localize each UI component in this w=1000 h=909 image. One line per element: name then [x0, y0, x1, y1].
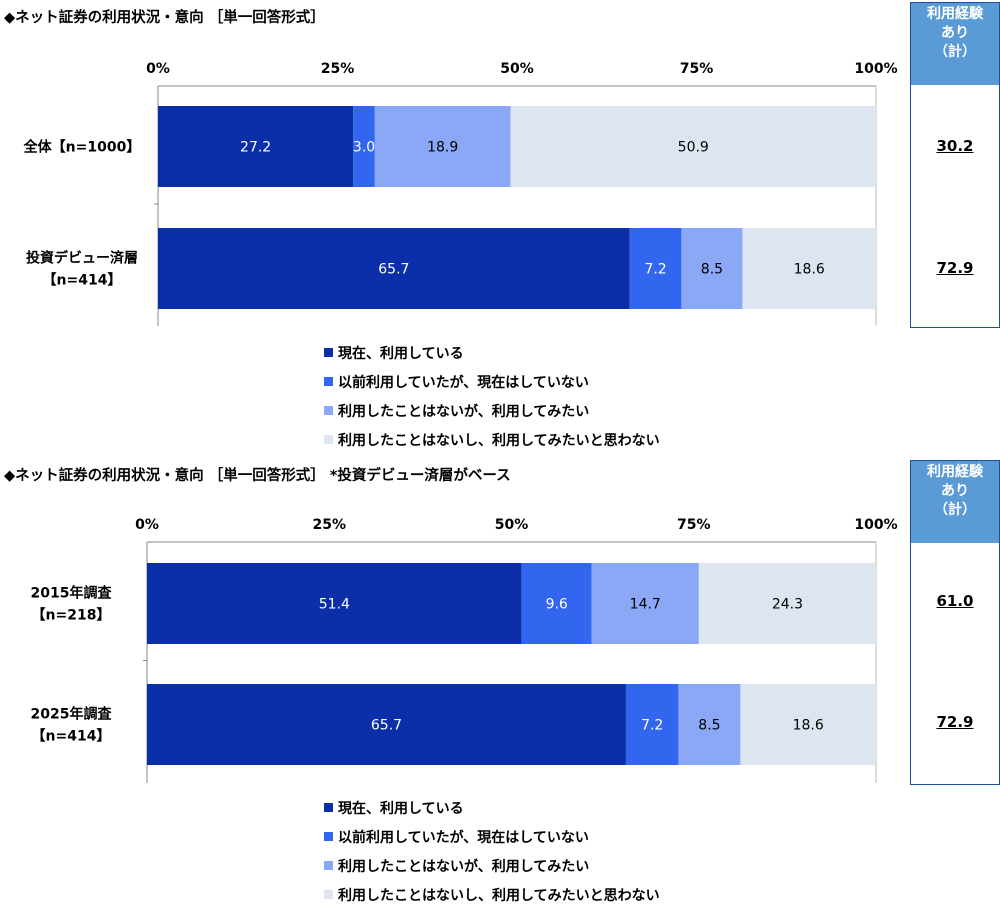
- data-label: 18.9: [427, 140, 458, 156]
- legend-label: 利用したことはないし、利用してみたいと思わない: [338, 432, 660, 449]
- bar-segment: [374, 106, 511, 187]
- category-label: 2025年調査: [31, 706, 113, 723]
- data-label: 65.7: [378, 262, 409, 278]
- bar-segment: [681, 228, 743, 309]
- bar-segment: [158, 228, 630, 309]
- legend-swatch: [324, 861, 333, 870]
- legend-item: 利用したことはないし、利用してみたいと思わない: [324, 425, 660, 454]
- legend-swatch: [324, 406, 333, 415]
- legend-item: 利用したことはないが、利用してみたい: [324, 396, 660, 425]
- data-label: 3.0: [353, 140, 375, 156]
- data-label: 24.3: [772, 597, 803, 613]
- legend-item: 以前利用していたが、現在はしていない: [324, 367, 660, 396]
- data-label: 7.2: [641, 718, 663, 734]
- data-label: 7.2: [644, 262, 666, 278]
- data-label: 9.6: [546, 597, 568, 613]
- x-tick-label: 100%: [854, 61, 897, 77]
- bar-segment: [147, 563, 522, 644]
- chart2-title: ◆ネット証券の利用状況・意向 ［単一回答形式］ *投資デビュー済層がベース: [4, 468, 511, 484]
- legend-item: 現在、利用している: [324, 338, 660, 367]
- side-panel-header: 利用経験 あり （計）: [911, 461, 999, 543]
- chart1-side-panel: 利用経験 あり （計） 30.2 72.9: [910, 2, 1000, 328]
- legend-swatch: [324, 348, 333, 357]
- data-label: 8.5: [698, 718, 720, 734]
- data-label: 65.7: [371, 718, 402, 734]
- bar-segment: [510, 106, 876, 187]
- side-panel-value: 72.9: [936, 713, 974, 731]
- bar-segment: [625, 684, 679, 765]
- legend-item: 利用したことはないし、利用してみたいと思わない: [324, 880, 660, 909]
- category-label: 【n=218】: [32, 608, 111, 624]
- bar-segment: [698, 563, 876, 644]
- bar-segment: [629, 228, 682, 309]
- x-tick-label: 0%: [146, 61, 170, 77]
- legend-label: 現在、利用している: [338, 345, 464, 362]
- legend-label: 以前利用していたが、現在はしていない: [338, 374, 589, 391]
- legend-swatch: [324, 803, 333, 812]
- side-panel-value: 61.0: [936, 592, 974, 610]
- legend-label: 利用したことはないが、利用してみたい: [338, 858, 590, 875]
- x-tick-label: 0%: [135, 517, 159, 533]
- legend-swatch: [324, 890, 333, 899]
- data-label: 14.7: [630, 597, 661, 613]
- data-label: 18.6: [794, 262, 825, 278]
- side-panel-header: 利用経験 あり （計）: [911, 3, 999, 85]
- x-tick-label: 25%: [321, 61, 355, 77]
- legend-swatch: [324, 435, 333, 444]
- bar-segment: [353, 106, 375, 187]
- legend-label: 利用したことはないし、利用してみたいと思わない: [338, 887, 660, 904]
- data-label: 27.2: [240, 140, 271, 156]
- legend-item: 現在、利用している: [324, 793, 660, 822]
- legend-label: 現在、利用している: [338, 800, 464, 817]
- data-label: 18.6: [793, 718, 824, 734]
- x-tick-label: 75%: [680, 61, 714, 77]
- data-label: 51.4: [319, 597, 350, 613]
- bar-segment: [678, 684, 741, 765]
- x-tick-label: 25%: [312, 517, 346, 533]
- side-panel-value: 72.9: [936, 259, 974, 277]
- legend-label: 以前利用していたが、現在はしていない: [338, 829, 589, 846]
- category-label: 投資デビュー済層: [26, 250, 138, 267]
- legend-swatch: [324, 832, 333, 841]
- category-label: 【n=414】: [32, 729, 111, 745]
- bar-segment: [521, 563, 592, 644]
- bar-segment: [740, 684, 876, 765]
- legend-label: 利用したことはないが、利用してみたい: [338, 403, 590, 420]
- legend-swatch: [324, 377, 333, 386]
- x-tick-label: 75%: [677, 517, 711, 533]
- chart1-plot: 0% 25% 50% 75% 100% 27.2 3.0 18.9 50.9 全体【n=1000】…: [23, 61, 898, 326]
- chart1-title: ◆ネット証券の利用状況・意向 ［単一回答形式］: [4, 10, 325, 26]
- x-tick-label: 50%: [495, 517, 529, 533]
- legend-item: 利用したことはないが、利用してみたい: [324, 851, 660, 880]
- category-label: 2015年調査: [31, 585, 113, 602]
- data-label: 8.5: [701, 262, 723, 278]
- bar-segment: [591, 563, 699, 644]
- bar-segment: [147, 684, 626, 765]
- chart2-side-panel: 利用経験 あり （計） 61.0 72.9: [910, 460, 1000, 785]
- data-label: 50.9: [678, 140, 709, 156]
- category-label: 全体【n=1000】: [23, 139, 141, 156]
- side-panel-value: 30.2: [936, 137, 974, 155]
- category-label: 【n=414】: [43, 273, 122, 289]
- x-tick-label: 50%: [500, 61, 534, 77]
- x-tick-label: 100%: [854, 517, 897, 533]
- legend-item: 以前利用していたが、現在はしていない: [324, 822, 660, 851]
- chart1-legend: 現在、利用している以前利用していたが、現在はしていない 利用したことはないが、利用…: [324, 338, 660, 454]
- chart2-legend: 現在、利用している以前利用していたが、現在はしていない 利用したことはないが、利用…: [324, 793, 660, 909]
- chart2-plot: 0% 25% 50% 75% 100% 51.4 9.6 14.7 24.3 2015年調査【n=…: [31, 517, 898, 783]
- bar-segment: [158, 106, 354, 187]
- bar-segment: [742, 228, 876, 309]
